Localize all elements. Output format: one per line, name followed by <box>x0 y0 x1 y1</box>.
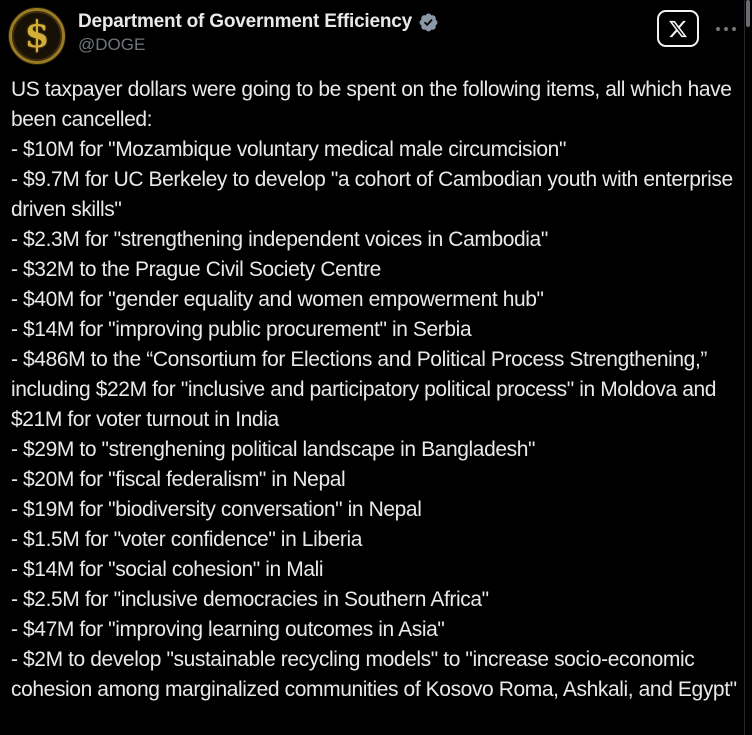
dollar-sign-icon: $ <box>24 14 50 56</box>
avatar[interactable]: $ <box>9 8 65 64</box>
author-name-row: Department of Government Efficiency <box>78 11 439 33</box>
post-text: US taxpayer dollars were going to be spe… <box>11 78 737 701</box>
author-handle[interactable]: @DOGE <box>78 35 146 54</box>
author-display-name[interactable]: Department of Government Efficiency <box>78 11 413 32</box>
more-button[interactable] <box>714 23 738 35</box>
more-dot-icon <box>724 26 728 31</box>
x-logo-icon <box>668 19 688 39</box>
author-block: Department of Government Efficiency @DOG… <box>78 8 439 55</box>
scrollbar-track <box>744 0 745 735</box>
scrollbar-thumb[interactable] <box>746 0 750 27</box>
header-actions <box>657 8 738 47</box>
post-header: $ Department of Government Efficiency @D… <box>0 0 752 64</box>
more-dot-icon <box>732 26 736 31</box>
x-logo-button[interactable] <box>657 10 699 47</box>
verified-badge-icon <box>418 12 439 33</box>
more-dot-icon <box>716 26 720 31</box>
